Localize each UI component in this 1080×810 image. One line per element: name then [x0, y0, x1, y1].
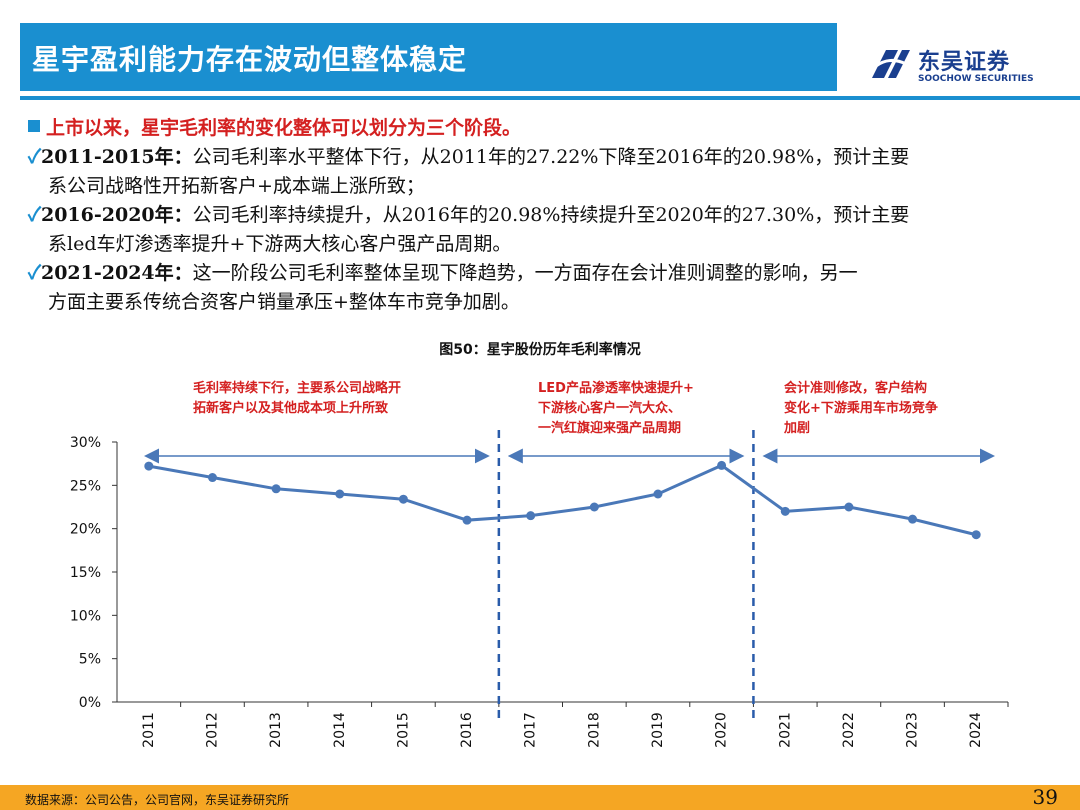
stage-item-3: ✓2021-2024年：这一阶段公司毛利率整体呈现下降趋势，一方面存在会计准则调…	[28, 259, 1058, 288]
stage-period: 2016-2020年：	[40, 204, 193, 226]
chart-area: 图50：星宇股份历年毛利率情况 0% 5% 10% 15% 20% 25% 30% 2011 20…	[0, 330, 1080, 770]
page-number: 39	[1032, 785, 1058, 809]
gross-margin-chart: 图50：星宇股份历年毛利率情况 0% 5% 10% 15% 20% 25% 30% 2011 20…	[70, 341, 1009, 748]
stage-cont: 系公司战略性开拓新客户+成本端上涨所致；	[48, 175, 425, 197]
y-tick-label: 25%	[70, 478, 101, 494]
phase-annotation: 拓新客户以及其他成本项上升所致	[193, 400, 389, 416]
logo-en-text: SOOCHOW SECURITIES	[918, 74, 1034, 84]
summary-text: 上市以来，星宇毛利率的变化整体可以划分为三个阶段。 ✓2011-2015年：公司…	[28, 114, 1058, 317]
data-point	[207, 473, 217, 483]
data-point	[908, 514, 918, 524]
stage-text: 公司毛利率持续提升，从2016年的20.98%持续提升至2020年的27.30%…	[192, 204, 910, 226]
y-tick-label: 15%	[70, 565, 101, 581]
x-tick-label: 2016	[459, 712, 475, 748]
check-icon: ✓	[28, 262, 41, 284]
margin-line	[148, 463, 977, 537]
check-icon: ✓	[28, 204, 41, 226]
data-point	[271, 484, 281, 494]
data-point	[844, 502, 854, 512]
lead-text: 上市以来，星宇毛利率的变化整体可以划分为三个阶段。	[46, 117, 522, 139]
stage-text: 这一阶段公司毛利率整体呈现下降趋势，一方面存在会计准则调整的影响，另一	[192, 262, 858, 284]
data-point	[653, 489, 663, 499]
phase-annotation: LED产品渗透率快速提升+	[538, 380, 694, 396]
title-bar: 星宇盈利能力存在波动但整体稳定	[20, 23, 837, 91]
stage-period: 2011-2015年：	[40, 146, 193, 168]
stage-cont: 方面主要系传统合资客户销量承压+整体车市竞争加剧。	[48, 291, 520, 313]
phase-annotation: 加剧	[783, 420, 810, 436]
soochow-logo-icon	[872, 50, 910, 78]
stage-item-2: ✓2016-2020年：公司毛利率持续提升，从2016年的20.98%持续提升至…	[28, 201, 1058, 230]
data-point	[589, 502, 599, 512]
y-tick-label: 20%	[70, 522, 101, 538]
x-tick-label: 2011	[141, 712, 157, 748]
x-tick-label: 2013	[268, 712, 284, 748]
x-tick-label: 2018	[586, 712, 602, 748]
data-point	[780, 506, 790, 516]
x-tick-label: 2022	[841, 712, 857, 748]
x-tick-label: 2012	[204, 712, 220, 748]
y-tick-label: 5%	[79, 652, 101, 668]
check-icon: ✓	[28, 146, 41, 168]
data-source: 数据来源：公司公告，公司官网，东吴证券研究所	[25, 793, 290, 807]
data-point	[144, 461, 154, 471]
data-point	[717, 460, 727, 470]
lead-line: 上市以来，星宇毛利率的变化整体可以划分为三个阶段。	[28, 114, 1058, 143]
phase-annotation: 变化+下游乘用车市场竞争	[784, 400, 938, 416]
y-tick-label: 10%	[70, 608, 101, 624]
y-tick-label: 30%	[70, 435, 101, 451]
chart-title: 图50：星宇股份历年毛利率情况	[439, 341, 640, 358]
page-title: 星宇盈利能力存在波动但整体稳定	[32, 43, 468, 76]
phase-annotation: 下游核心客户一汽大众、	[538, 400, 681, 416]
logo-cn-text: 东吴证券	[918, 50, 1011, 75]
data-point	[398, 494, 408, 504]
data-point	[335, 489, 345, 499]
x-tick-label: 2017	[523, 712, 539, 748]
stage-period: 2021-2024年：	[40, 262, 193, 284]
x-tick-label: 2024	[968, 712, 984, 748]
phase-annotation: 毛利率持续下行，主要系公司战略开	[193, 380, 401, 396]
stage-item-1: ✓2011-2015年：公司毛利率水平整体下行，从2011年的27.22%下降至…	[28, 143, 1058, 172]
data-point	[971, 530, 981, 540]
bullet-square-icon	[28, 120, 40, 132]
x-tick-label: 2019	[650, 712, 666, 748]
data-point	[462, 515, 472, 525]
x-tick-label: 2021	[777, 712, 793, 748]
company-logo: 东吴证券 SOOCHOW SECURITIES	[868, 44, 1048, 92]
y-tick-label: 0%	[79, 695, 101, 711]
phase-annotation: 会计准则修改，客户结构	[784, 380, 927, 396]
x-tick-label: 2020	[714, 712, 730, 748]
stage-cont: 系led车灯渗透率提升+下游两大核心客户强产品周期。	[48, 233, 512, 255]
phase-annotation: 一汽红旗迎来强产品周期	[538, 420, 681, 436]
header-rule	[20, 96, 1080, 100]
x-tick-label: 2015	[395, 712, 411, 748]
x-tick-label: 2014	[332, 712, 348, 748]
x-tick-label: 2023	[905, 712, 921, 748]
footer-bar: 数据来源：公司公告，公司官网，东吴证券研究所 39	[0, 785, 1080, 810]
stage-text: 公司毛利率水平整体下行，从2011年的27.22%下降至2016年的20.98%…	[192, 146, 910, 168]
data-point	[526, 511, 536, 521]
